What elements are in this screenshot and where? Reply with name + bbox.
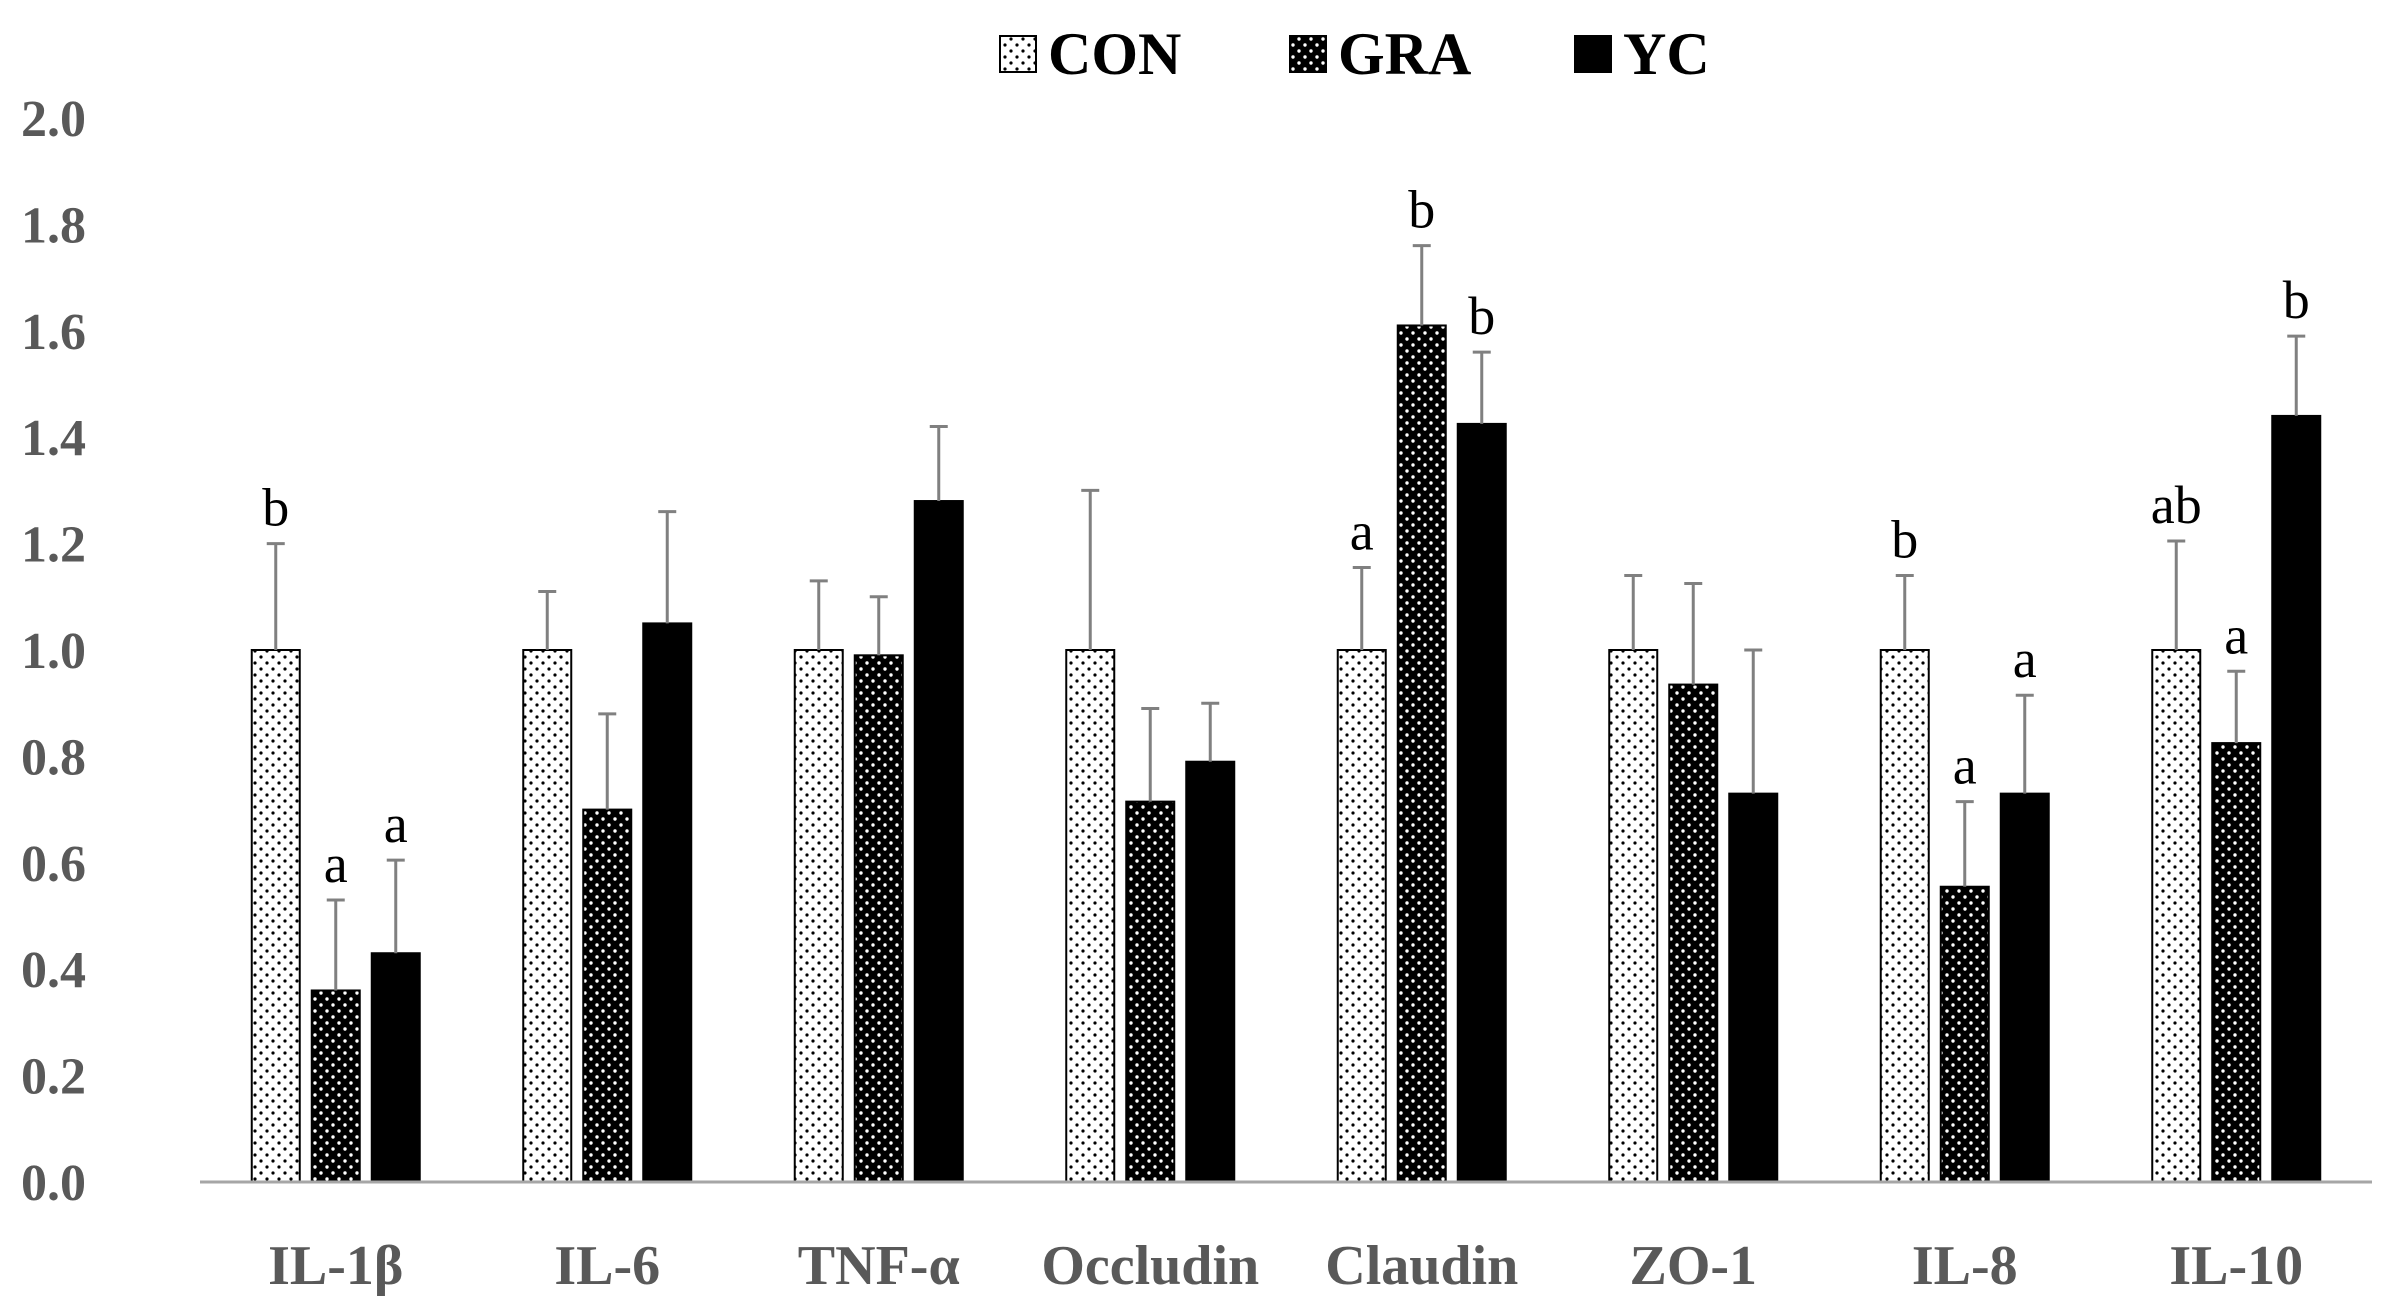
y-tick-label: 0.2 xyxy=(21,1049,86,1106)
significance-label: b xyxy=(1468,286,1495,346)
bar-gra xyxy=(853,654,904,1183)
y-tick-label: 1.2 xyxy=(21,517,86,574)
bar-yc xyxy=(370,952,421,1183)
significance-label: b xyxy=(1891,510,1918,570)
category-label: TNF-α xyxy=(798,1235,960,1297)
y-tick-label: 1.8 xyxy=(21,197,86,254)
legend-label-yc: YC xyxy=(1623,21,1710,87)
bar-yc xyxy=(1999,792,2050,1183)
significance-label: b xyxy=(2283,270,2310,330)
legend-swatch-yc xyxy=(1574,35,1612,73)
bar-yc xyxy=(1185,760,1236,1183)
bar-gra xyxy=(310,989,361,1183)
category-label: IL-8 xyxy=(1912,1235,2018,1297)
category-label: ZO-1 xyxy=(1629,1235,1757,1297)
significance-label: a xyxy=(324,834,348,894)
bar-yc xyxy=(642,622,693,1183)
category-label: Occludin xyxy=(1041,1235,1259,1297)
legend-label-gra: GRA xyxy=(1338,21,1471,87)
bar-gra xyxy=(1668,683,1719,1184)
y-tick-label: 2.0 xyxy=(21,91,86,148)
y-tick-label: 0.4 xyxy=(21,942,86,999)
y-tick-label: 1.4 xyxy=(21,410,86,467)
bar-gra xyxy=(2211,742,2262,1183)
bar-yc xyxy=(1728,792,1779,1183)
significance-label: b xyxy=(262,478,289,538)
category-label: Claudin xyxy=(1325,1235,1518,1297)
bar-gra xyxy=(1396,324,1447,1184)
significance-label: b xyxy=(1408,180,1435,240)
bar-con xyxy=(250,649,301,1183)
y-tick-label: 0.8 xyxy=(21,729,86,786)
legend-label-con: CON xyxy=(1048,21,1181,87)
significance-label: a xyxy=(2224,605,2248,665)
bar-con xyxy=(793,649,844,1183)
significance-label: ab xyxy=(2151,475,2202,535)
bar-gra xyxy=(582,808,633,1183)
bar-con xyxy=(1879,649,1930,1183)
bar-yc xyxy=(913,500,964,1184)
bar-con xyxy=(1608,649,1659,1183)
y-tick-label: 0.0 xyxy=(21,1155,86,1212)
y-tick-label: 1.0 xyxy=(21,623,86,680)
category-label: IL-6 xyxy=(554,1235,660,1297)
bar-con xyxy=(1065,649,1116,1183)
bar-yc xyxy=(2271,414,2322,1184)
significance-label: a xyxy=(1953,736,1977,796)
significance-label: a xyxy=(2013,629,2037,689)
legend-swatch-con xyxy=(999,35,1037,73)
bar-con xyxy=(522,649,573,1183)
legend-swatch-gra xyxy=(1289,35,1327,73)
bar-con xyxy=(1336,649,1387,1183)
bar-con xyxy=(2151,649,2202,1183)
y-tick-label: 1.6 xyxy=(21,304,86,361)
category-label: IL-1β xyxy=(268,1235,403,1297)
bar-gra xyxy=(1125,800,1176,1183)
category-label: IL-10 xyxy=(2169,1235,2303,1297)
y-axis: 0.0 0.2 0.4 0.6 0.8 1.0 1.2 1.4 1.6 1.8 2.0 xyxy=(21,91,86,1212)
bar-yc xyxy=(1456,422,1507,1183)
x-axis: IL-1β IL-6 TNF-α Occludin Claudin ZO-1 IL-8 IL-… xyxy=(200,1180,2372,1297)
significance-label: a xyxy=(1350,502,1374,562)
bar-gra xyxy=(1939,885,1990,1183)
significance-label: a xyxy=(384,794,408,854)
y-tick-label: 0.6 xyxy=(21,836,86,893)
legend: CON GRA YC xyxy=(999,21,1710,87)
